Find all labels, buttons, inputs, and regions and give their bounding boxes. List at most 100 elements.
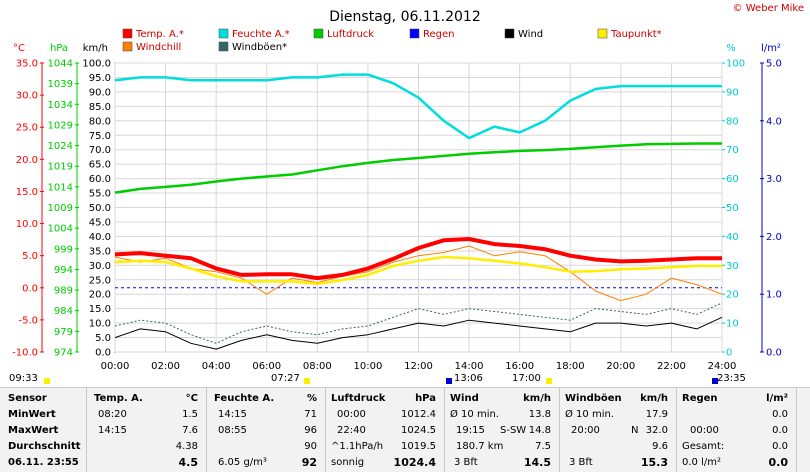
stats-temp-avg: 4.38 — [175, 441, 198, 452]
stats-press-current: 1024.4 — [393, 456, 436, 469]
stats-temp-max: 7.6 — [182, 425, 198, 436]
stats-wind-avg: 7.5 — [535, 441, 551, 452]
tick-label-temp: -5.0 — [18, 315, 38, 326]
x-tick-label: 16:00 — [505, 361, 534, 372]
tick-label-press: 1039 — [48, 79, 73, 90]
stats-rain-unit: l/m² — [766, 393, 788, 404]
stats-sensor-header: Sensor — [8, 393, 47, 404]
tick-label-hum: 0 — [726, 348, 732, 359]
tick-label-press: 994 — [54, 265, 73, 276]
stats-temp-unit: °C — [185, 393, 198, 404]
series-line-feuchte-a- — [114, 73, 722, 140]
tick-label-wind: 0.0 — [95, 348, 111, 359]
stats-wind-avg10: 13.8 — [528, 409, 551, 420]
stats-press-max: 1024.5 — [401, 425, 436, 436]
legend-label: Luftdruck — [327, 29, 374, 40]
stats-rain-max: 0.0 — [772, 425, 788, 436]
tick-label-temp: 30.0 — [16, 91, 38, 102]
stats-table: Sensor MinWert MaxWert Durchschnitt 06.1… — [0, 387, 810, 472]
legend-label: Taupunkt* — [610, 29, 662, 40]
tick-label-wind: 65.0 — [89, 160, 111, 171]
stats-press-min-time: 00:00 — [337, 409, 366, 420]
axis-unit-hum: % — [726, 43, 736, 54]
axis-unit-press: hPa — [50, 43, 68, 54]
time-marker-dot — [546, 378, 552, 384]
legend-label: Windböen* — [232, 42, 287, 53]
tick-label-wind: 55.0 — [89, 189, 111, 200]
tick-label-press: 1044 — [48, 59, 73, 70]
stats-hum-avg: 90 — [304, 441, 317, 452]
tick-label-temp: -10.0 — [12, 348, 38, 359]
tick-label-rain: 5.0 — [766, 59, 782, 70]
stats-row-max: MaxWert — [8, 425, 59, 436]
stats-gust-avg-label: Ø 10 min. — [565, 409, 614, 420]
brand-label: © Weber Mike — [732, 3, 804, 14]
stats-rain-total: 0.0 — [772, 441, 788, 452]
stats-gust-bft: 3 Bft — [569, 457, 593, 468]
tick-label-press: 999 — [54, 244, 73, 255]
stats-temp-current: 4.5 — [178, 456, 199, 469]
tick-label-hum: 50 — [726, 203, 739, 214]
stats-temp-min: 1.5 — [182, 409, 198, 420]
stats-gust-max: 32.0 — [645, 425, 668, 436]
time-marker-label: 09:33 — [9, 373, 38, 384]
stats-wind-max-dir: S-SW — [500, 425, 527, 436]
tick-label-press: 974 — [54, 348, 73, 359]
stats-wind-bft: 3 Bft — [454, 457, 478, 468]
time-marker-label: 17:00 — [512, 373, 541, 384]
tick-label-wind: 100.0 — [82, 59, 111, 70]
tick-label-wind: 75.0 — [89, 131, 111, 142]
stats-press-avg: 1019.5 — [401, 441, 436, 452]
x-tick-label: 22:00 — [657, 361, 686, 372]
stats-gust-avg: 9.6 — [652, 441, 668, 452]
stats-col-hum: Feuchte A. % 14:15 71 08:55 96 90 6.05 g… — [206, 388, 326, 472]
x-tick-label: 10:00 — [354, 361, 383, 372]
stats-wind-distance: 180.7 km — [456, 441, 504, 452]
x-tick-label: 18:00 — [556, 361, 585, 372]
time-marker-dot — [446, 378, 452, 384]
x-tick-label: 04:00 — [202, 361, 231, 372]
tick-label-press: 984 — [54, 306, 73, 317]
series-line-windchill — [114, 245, 723, 302]
tick-label-press: 1029 — [48, 120, 73, 131]
time-marker-label: 13:06 — [454, 373, 483, 384]
stats-rain-total-label: Gesamt: — [682, 441, 725, 452]
tick-label-press: 1004 — [48, 224, 73, 235]
tick-label-hum: 80 — [726, 116, 739, 127]
stats-col-gust: Windböen km/h Ø 10 min. 17.9 20:00 N 32.… — [559, 388, 677, 472]
x-tick-label: 20:00 — [606, 361, 635, 372]
stats-gust-max-dir: N — [631, 425, 639, 436]
tick-label-press: 1024 — [48, 141, 73, 152]
tick-label-wind: 95.0 — [89, 73, 111, 84]
tick-label-temp: 35.0 — [16, 59, 38, 70]
stats-row-avg: Durchschnitt — [8, 441, 81, 452]
stats-press-unit: hPa — [415, 393, 436, 404]
stats-hum-min-time: 14:15 — [218, 409, 247, 420]
legend-swatch — [122, 28, 133, 39]
stats-row-current: 06.11. 23:55 — [8, 457, 79, 468]
tick-label-temp: 0.0 — [22, 283, 38, 294]
tick-label-wind: 40.0 — [89, 232, 111, 243]
legend-swatch — [313, 28, 324, 39]
legend-swatch — [597, 28, 608, 39]
tick-label-temp: 15.0 — [16, 187, 38, 198]
stats-hum-header: Feuchte A. — [214, 393, 275, 404]
tick-label-press: 989 — [54, 286, 73, 297]
stats-wind-avg-label: Ø 10 min. — [450, 409, 499, 420]
legend-label: Feuchte A.* — [232, 29, 290, 40]
stats-temp-min-time: 08:20 — [98, 409, 127, 420]
stats-col-temp: Temp. A. °C 08:20 1.5 14:15 7.6 4.38 4.5 — [86, 388, 207, 472]
time-marker-dot — [712, 378, 718, 384]
stats-hum-max-time: 08:55 — [218, 425, 247, 436]
stats-rain-header: Regen — [682, 393, 718, 404]
stats-hum-unit: % — [306, 393, 317, 404]
weather-chart: Dienstag, 06.11.2012 °C hPa km/h% l/m² 35.0 30… — [9, 9, 782, 384]
tick-label-wind: 20.0 — [89, 290, 111, 301]
tick-label-wind: 45.0 — [89, 217, 111, 228]
stats-rain-current: 0.0 — [768, 456, 789, 469]
legend-label: Windchill — [136, 42, 181, 53]
stats-press-trend: ^1.1hPa/h — [331, 441, 384, 452]
tick-label-temp: 20.0 — [16, 155, 38, 166]
stats-rain-today: 0.0 l/m² — [682, 457, 721, 468]
tick-label-rain: 3.0 — [766, 174, 782, 185]
